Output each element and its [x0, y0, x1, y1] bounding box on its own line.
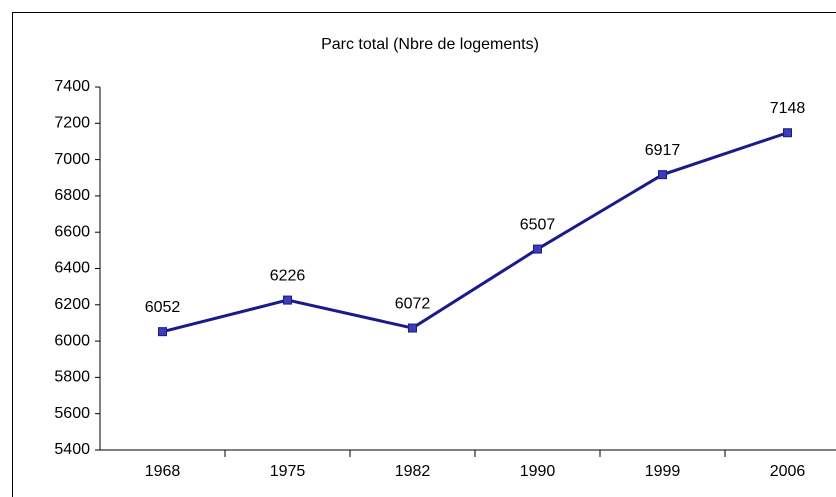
data-label: 6052 [145, 299, 181, 316]
y-tick-label: 6600 [54, 223, 90, 240]
marker [533, 244, 542, 254]
data-label: 6507 [520, 216, 556, 233]
y-tick-label: 6400 [54, 260, 90, 277]
data-label: 6917 [645, 142, 681, 159]
marker [408, 323, 417, 333]
chart-title: Parc total (Nbre de logements) [321, 36, 539, 53]
marker [283, 295, 292, 305]
chart-border [12, 12, 836, 497]
y-tick-label: 6200 [54, 296, 90, 313]
data-label: 7148 [770, 100, 806, 117]
x-tick-label: 1975 [270, 463, 306, 480]
y-tick-label: 7200 [54, 115, 90, 132]
marker [658, 170, 667, 180]
data-label: 6072 [395, 295, 431, 312]
y-tick-label: 7000 [54, 151, 90, 168]
line [162, 131, 788, 334]
data-label: 6226 [270, 267, 306, 284]
y-tick-label: 5600 [54, 405, 90, 422]
y-tick-label: 5400 [54, 441, 90, 458]
y-tick-label: 5800 [54, 369, 90, 386]
x-tick-label: 1990 [520, 463, 556, 480]
x-tick-label: 2006 [770, 463, 806, 480]
x-tick-label: 1982 [395, 463, 431, 480]
marker [783, 128, 792, 138]
y-tick-label: 6800 [54, 187, 90, 204]
marker [158, 327, 167, 337]
x-tick-label: 1968 [145, 463, 181, 480]
x-tick-label: 1999 [645, 463, 681, 480]
y-tick-label: 7400 [54, 78, 90, 95]
y-tick-label: 6000 [54, 332, 90, 349]
